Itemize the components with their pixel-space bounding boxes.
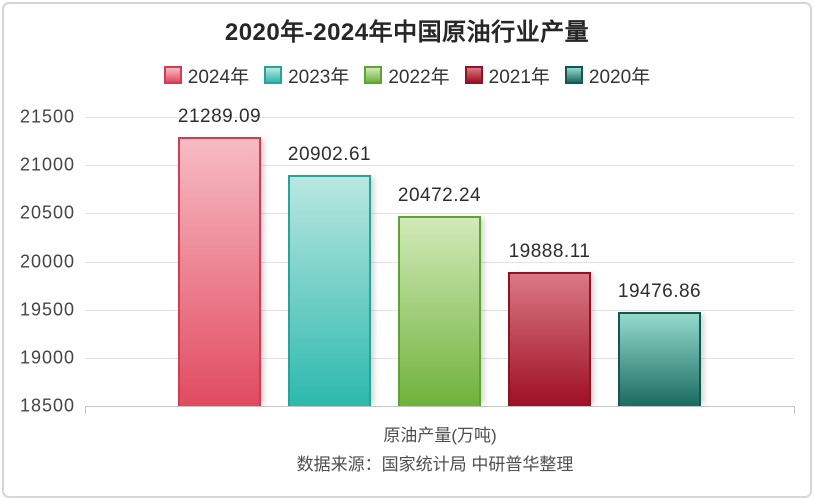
bar-2021年[interactable] <box>508 272 591 406</box>
axis-tick <box>85 406 86 414</box>
legend-item-2024年[interactable]: 2024年 <box>163 62 250 89</box>
chart-title: 2020年-2024年中国原油行业产量 <box>224 19 590 46</box>
bar-value-label: 19476.86 <box>617 280 702 302</box>
legend-item-2021年[interactable]: 2021年 <box>464 62 550 89</box>
legend-item-2023年[interactable]: 2023年 <box>264 62 349 89</box>
gridline <box>85 117 794 118</box>
y-tick-label: 19000 <box>19 347 75 368</box>
bar-value-label: 19888.11 <box>508 241 591 263</box>
y-tick-label: 18500 <box>19 395 75 416</box>
axis-tick <box>794 406 795 414</box>
legend-swatch-icon <box>163 66 182 84</box>
bar-2022年[interactable] <box>398 216 481 406</box>
gridline <box>85 213 794 215</box>
legend-label: 2020年 <box>588 66 651 88</box>
legend-label: 2021年 <box>488 66 550 88</box>
x-axis-title: 原油产量(万吨) <box>383 426 497 445</box>
legend-swatch-icon <box>564 66 583 84</box>
y-tick-label: 20000 <box>19 251 75 271</box>
legend-swatch-icon <box>464 66 483 84</box>
bar-2024年[interactable] <box>178 137 261 406</box>
y-tick-label: 21000 <box>19 154 75 175</box>
x-axis-line <box>85 406 794 407</box>
legend-swatch-icon <box>364 66 383 84</box>
legend-item-2020年[interactable]: 2020年 <box>564 62 651 89</box>
legend: 2024年 2023年 2022年 2021年 2020年 <box>0 62 814 88</box>
gridline <box>85 165 794 167</box>
legend-label: 2022年 <box>388 66 450 88</box>
legend-label: 2023年 <box>288 66 350 88</box>
bar-2020年[interactable] <box>618 311 701 406</box>
bar-value-label: 21289.09 <box>177 106 262 128</box>
bar-2023年[interactable] <box>288 174 371 406</box>
legend-item-2022年[interactable]: 2022年 <box>364 62 450 89</box>
y-tick-label: 19500 <box>19 299 75 320</box>
bar-value-label: 20472.24 <box>397 185 482 206</box>
data-source-note: 数据来源：国家统计局 中研普华整理 <box>296 455 574 474</box>
y-tick-label: 20500 <box>19 202 75 223</box>
legend-swatch-icon <box>264 66 283 84</box>
legend-label: 2024年 <box>187 66 250 88</box>
y-tick-label: 21500 <box>19 106 75 127</box>
bar-value-label: 20902.61 <box>287 143 372 165</box>
